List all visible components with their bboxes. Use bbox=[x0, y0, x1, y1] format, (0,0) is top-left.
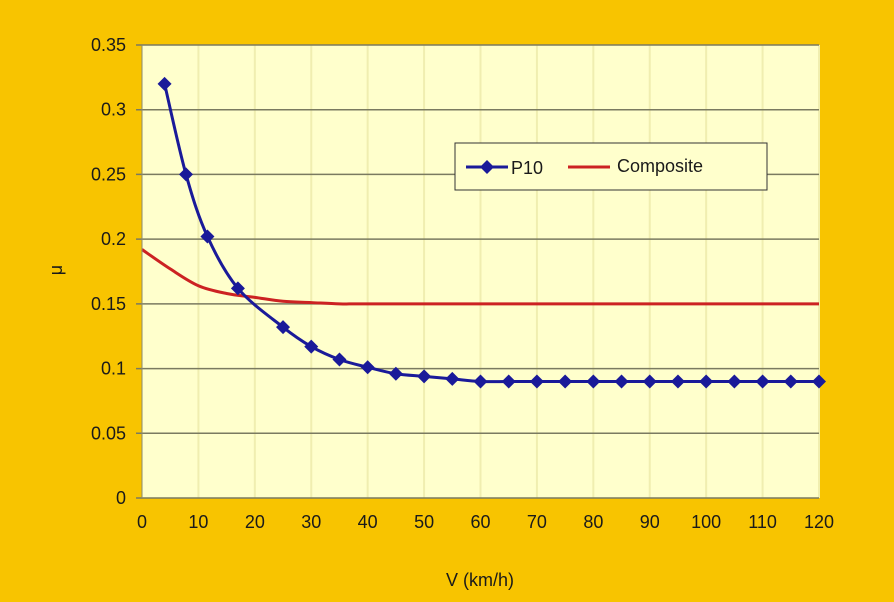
x-tick-label: 110 bbox=[748, 512, 777, 532]
data-point-p10 bbox=[529, 374, 544, 389]
x-tick-label: 10 bbox=[188, 512, 208, 532]
data-point-p10 bbox=[586, 374, 601, 389]
y-axis-label: μ bbox=[46, 265, 66, 275]
y-tick-label: 0 bbox=[116, 488, 126, 508]
legend: P10 Composite bbox=[454, 142, 768, 191]
y-tick-label: 0.15 bbox=[91, 294, 126, 314]
legend-label-composite: Composite bbox=[617, 156, 703, 176]
data-point-p10 bbox=[360, 360, 375, 375]
x-tick-label: 40 bbox=[358, 512, 378, 532]
data-point-p10 bbox=[200, 229, 215, 244]
y-tick-label: 0.05 bbox=[91, 423, 126, 443]
data-point-p10 bbox=[558, 374, 573, 389]
data-point-p10 bbox=[417, 369, 432, 384]
x-tick-label: 90 bbox=[640, 512, 660, 532]
y-tick-label: 0.25 bbox=[91, 164, 126, 184]
data-point-p10 bbox=[304, 339, 319, 354]
x-tick-label: 120 bbox=[804, 512, 834, 532]
data-point-p10 bbox=[699, 374, 714, 389]
x-tick-label: 20 bbox=[245, 512, 265, 532]
x-tick-label: 70 bbox=[527, 512, 547, 532]
data-point-p10 bbox=[157, 76, 172, 91]
data-point-p10 bbox=[642, 374, 657, 389]
data-point-p10 bbox=[179, 167, 194, 182]
data-point-p10 bbox=[783, 374, 798, 389]
data-point-p10 bbox=[276, 320, 291, 335]
legend-label-p10: P10 bbox=[511, 158, 543, 178]
data-point-p10 bbox=[727, 374, 742, 389]
x-tick-label: 60 bbox=[470, 512, 490, 532]
y-tick-label: 0.35 bbox=[91, 35, 126, 55]
data-point-p10 bbox=[614, 374, 629, 389]
data-point-p10 bbox=[332, 352, 347, 367]
y-tick-label: 0.2 bbox=[101, 229, 126, 249]
y-tick-label: 0.3 bbox=[101, 100, 126, 120]
data-point-p10 bbox=[501, 374, 516, 389]
data-point-p10 bbox=[230, 281, 245, 296]
data-point-p10 bbox=[445, 371, 460, 386]
x-tick-label: 50 bbox=[414, 512, 434, 532]
x-tick-label: 0 bbox=[137, 512, 147, 532]
y-tick-label: 0.1 bbox=[101, 359, 126, 379]
legend-marker-p10 bbox=[480, 160, 494, 174]
x-tick-label: 80 bbox=[583, 512, 603, 532]
x-tick-label: 100 bbox=[691, 512, 721, 532]
data-point-p10 bbox=[388, 366, 403, 381]
x-axis-label: V (km/h) bbox=[446, 570, 514, 590]
data-point-p10 bbox=[812, 374, 826, 389]
data-point-p10 bbox=[473, 374, 488, 389]
data-point-p10 bbox=[755, 374, 770, 389]
series-line-composite bbox=[141, 248, 819, 306]
data-point-p10 bbox=[670, 374, 685, 389]
x-tick-label: 30 bbox=[301, 512, 321, 532]
